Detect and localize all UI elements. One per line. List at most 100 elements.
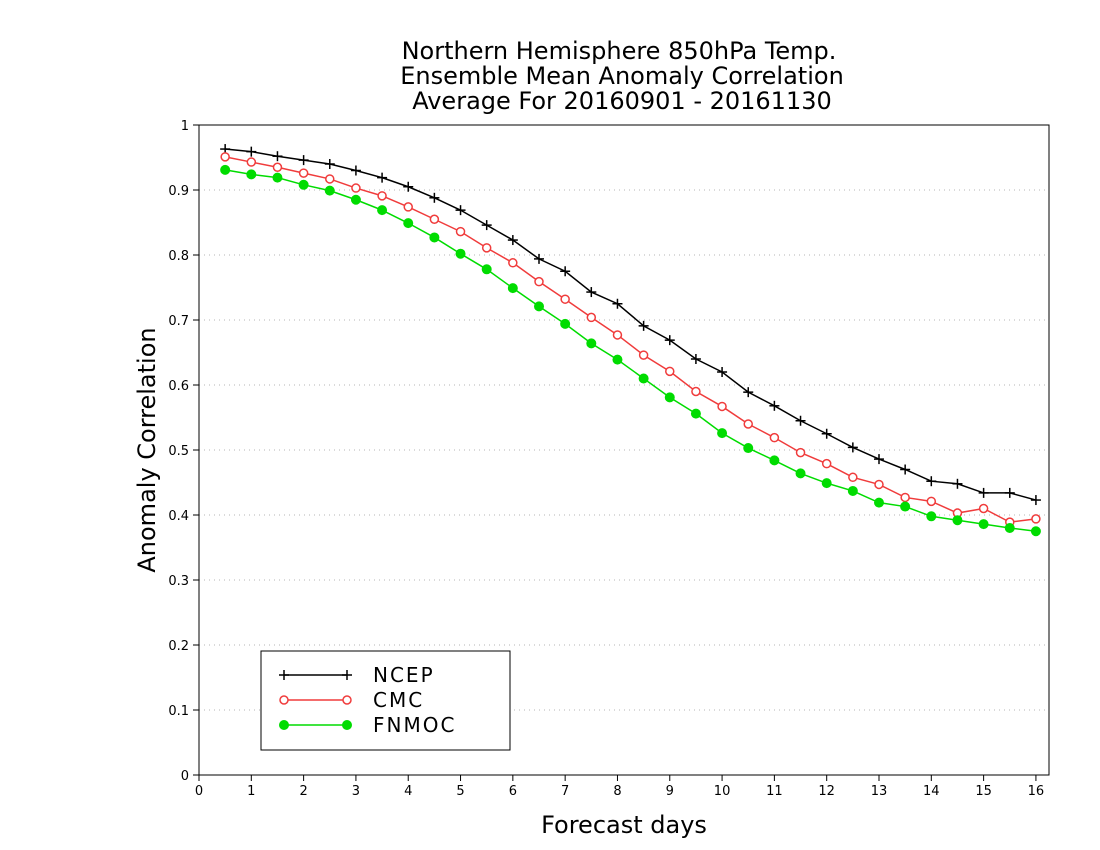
y-tick-label: 0.7 — [168, 314, 189, 329]
data-point-ncep — [560, 266, 571, 277]
y-tick-label: 0.1 — [168, 704, 189, 719]
data-point-ncep — [455, 205, 466, 216]
x-tick-label: 1 — [247, 784, 255, 799]
data-point-cmc — [717, 401, 727, 412]
legend-marker — [279, 670, 289, 680]
legend-marker — [342, 720, 352, 730]
data-point-fnmoc — [926, 511, 937, 522]
data-point-ncep — [638, 320, 649, 331]
y-tick-label: 0 — [181, 769, 189, 784]
data-point-fnmoc — [743, 443, 754, 454]
data-point-cmc — [612, 330, 623, 340]
data-point-cmc — [560, 294, 570, 304]
data-point-ncep — [821, 428, 832, 439]
data-point-fnmoc — [403, 218, 414, 229]
data-point-ncep — [507, 235, 518, 246]
data-point-cmc — [403, 202, 413, 212]
x-axis-title: Forecast days — [541, 811, 707, 839]
legend-label-cmc: CMC — [373, 688, 424, 712]
data-point-ncep — [769, 400, 780, 411]
data-point-ncep — [246, 146, 257, 157]
legend-item-cmc: CMC — [279, 688, 424, 712]
series-line-ncep — [225, 148, 1037, 501]
data-point-fnmoc — [1030, 526, 1041, 537]
data-point-cmc — [874, 479, 884, 490]
x-tick-label: 13 — [871, 784, 888, 799]
data-point-fnmoc — [481, 264, 492, 275]
data-point-fnmoc — [534, 301, 544, 312]
x-tick-label: 11 — [766, 784, 783, 799]
data-point-fnmoc — [952, 515, 963, 526]
x-tick-label: 4 — [404, 784, 412, 799]
data-point-fnmoc — [664, 392, 675, 403]
data-point-ncep — [403, 181, 414, 192]
data-point-cmc — [298, 168, 309, 178]
data-point-cmc — [1031, 514, 1041, 524]
x-tick-label: 7 — [561, 784, 569, 799]
data-point-ncep — [298, 155, 309, 166]
data-point-ncep — [690, 354, 701, 364]
series-fnmoc — [220, 164, 1041, 537]
x-tick-label: 10 — [714, 784, 731, 799]
series-ncep — [220, 144, 1041, 506]
legend-marker — [279, 720, 289, 730]
y-tick-label: 0.8 — [168, 249, 189, 264]
x-tick-label: 5 — [456, 784, 464, 799]
data-point-fnmoc — [429, 232, 440, 243]
y-tick-label: 0.2 — [168, 639, 189, 654]
data-point-cmc — [246, 157, 257, 167]
data-point-ncep — [534, 253, 544, 264]
data-point-fnmoc — [377, 205, 388, 216]
data-point-ncep — [350, 165, 361, 176]
y-tick-label: 0.5 — [168, 444, 189, 459]
data-point-cmc — [978, 503, 989, 514]
data-point-cmc — [325, 174, 335, 184]
data-point-fnmoc — [690, 408, 701, 419]
x-tick-label: 2 — [299, 784, 307, 799]
x-tick-label: 6 — [509, 784, 517, 799]
x-axis-ticks: 0 1 2 3 4 5 6 7 8 9 10 11 12 13 14 15 16 — [195, 775, 1044, 799]
data-point-fnmoc — [769, 455, 780, 466]
data-point-ncep — [847, 442, 858, 453]
data-point-ncep — [743, 387, 754, 398]
data-point-fnmoc — [795, 468, 806, 479]
legend-marker — [342, 695, 352, 705]
data-point-cmc — [481, 243, 492, 253]
data-point-cmc — [848, 472, 858, 483]
chart-title: Northern Hemisphere 850hPa Temp. Ensembl… — [400, 37, 844, 115]
title-line-2: Ensemble Mean Anomaly Correlation — [400, 62, 844, 90]
data-point-ncep — [481, 220, 492, 231]
data-point-fnmoc — [1004, 523, 1015, 533]
legend-marker — [279, 695, 289, 705]
x-tick-label: 9 — [666, 784, 674, 799]
data-point-cmc — [534, 276, 544, 287]
data-point-ncep — [1030, 495, 1041, 506]
y-axis-title: Anomaly Correlation — [133, 327, 161, 572]
x-tick-label: 16 — [1028, 784, 1045, 799]
data-point-fnmoc — [717, 428, 728, 439]
data-point-cmc — [769, 432, 780, 443]
data-point-ncep — [1004, 487, 1015, 498]
data-point-fnmoc — [978, 519, 989, 530]
data-point-cmc — [272, 162, 283, 172]
x-tick-label: 12 — [818, 784, 835, 799]
data-point-ncep — [324, 159, 335, 169]
x-tick-label: 0 — [195, 784, 203, 799]
data-point-ncep — [978, 487, 989, 498]
y-tick-label: 1 — [181, 119, 189, 134]
legend-item-fnmoc: FNMOC — [279, 713, 454, 737]
data-point-cmc — [900, 492, 910, 503]
y-tick-label: 0.4 — [168, 509, 189, 524]
data-point-ncep — [664, 335, 675, 346]
data-point-ncep — [377, 172, 388, 183]
x-tick-label: 14 — [923, 784, 940, 799]
x-tick-label: 3 — [352, 784, 360, 799]
data-point-cmc — [665, 366, 675, 377]
data-point-fnmoc — [847, 485, 858, 496]
x-tick-label: 8 — [613, 784, 621, 799]
x-tick-label: 15 — [975, 784, 992, 799]
data-point-fnmoc — [455, 248, 466, 259]
series-line-fnmoc — [225, 169, 1037, 532]
legend-label-ncep: NCEP — [373, 663, 435, 687]
